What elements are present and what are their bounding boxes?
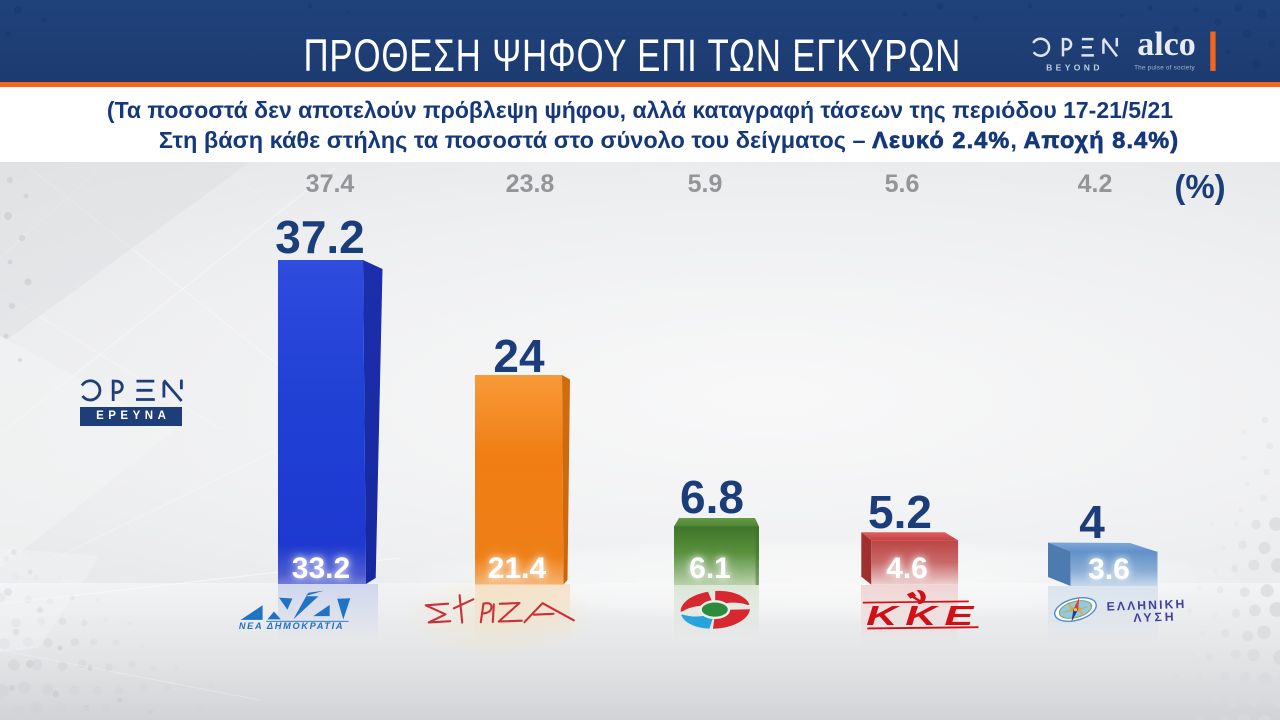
svg-text:ΝΕΑ ΔΗΜΟΚΡΑΤΙΑ: ΝΕΑ ΔΗΜΟΚΡΑΤΙΑ [239,621,344,631]
svg-text:The pulse of society: The pulse of society [1134,65,1195,72]
svg-text:ΛΥΣΗ: ΛΥΣΗ [1133,610,1177,626]
svg-text:KKE: KKE [866,599,981,630]
svg-text:BEYOND: BEYOND [1046,63,1103,73]
svg-text:alco: alco [1137,26,1196,63]
svg-text:ΕΛΛΗΝΙΚΗ: ΕΛΛΗΝΙΚΗ [1106,597,1186,614]
